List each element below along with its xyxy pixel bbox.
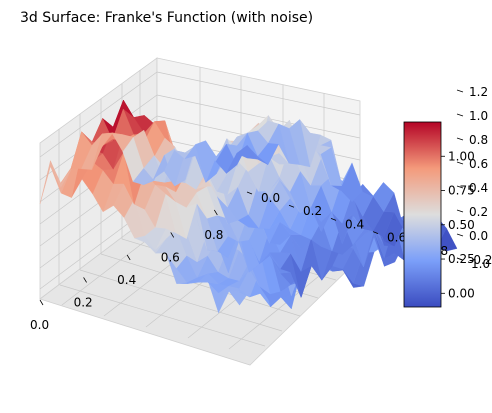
z-tick-label: 1.2	[469, 85, 488, 99]
z-tick	[456, 161, 464, 165]
z-tick	[456, 113, 464, 117]
x-tick	[39, 299, 44, 306]
x-tick-label: 0.2	[74, 295, 93, 309]
x-tick-label: 0.6	[161, 250, 180, 264]
colorbar-ticks: 0.00 0.25 0.50 0.75 1.00	[441, 149, 475, 300]
z-tick	[456, 185, 464, 189]
z-tick-label: 0.8	[469, 133, 488, 147]
y-tick	[246, 191, 253, 195]
y-tick	[372, 231, 379, 234]
x-tick	[126, 254, 131, 261]
y-tick-label: 0.6	[387, 231, 406, 245]
z-tick	[456, 137, 464, 141]
chart-title: 3d Surface: Franke's Function (with nois…	[20, 10, 313, 26]
z-tick-label: 0.2	[469, 205, 488, 219]
y-tick-label: 1.0	[471, 257, 490, 271]
y-tick	[288, 204, 295, 208]
z-tick-label: 0.0	[469, 229, 488, 243]
colorbar-tick-label: 0.50	[448, 218, 475, 232]
y-tick-label: 0.4	[345, 217, 364, 231]
x-tick	[213, 209, 218, 216]
z-tick-label: 0.4	[469, 181, 488, 195]
colorbar-tick-label: 0.25	[448, 252, 475, 266]
surface-facet	[236, 145, 258, 160]
z-tick-label: -0.2	[469, 253, 492, 267]
x-tick-label: 0.8	[204, 228, 223, 242]
z-tick-label: 1.0	[469, 109, 488, 123]
colorbar-tick-label: 0.00	[448, 286, 475, 300]
z-axis: -0.2 0.0 0.2 0.4 0.6 0.8 1.0 1.2	[456, 85, 492, 267]
colorbar-tick-label: 0.75	[448, 184, 475, 198]
z-tick	[456, 233, 464, 237]
x-axis: 0.0 0.2 0.4 0.6 0.8	[30, 209, 223, 332]
z-tick-label: 0.6	[469, 157, 488, 171]
z-tick	[456, 209, 464, 213]
colorbar-gradient	[403, 121, 442, 308]
x-tick	[83, 277, 87, 283]
y-tick-label: 0.0	[261, 191, 280, 205]
y-tick	[330, 218, 337, 221]
colorbar-tick-label: 1.00	[448, 149, 475, 163]
colorbar: 0.00 0.25 0.50 0.75 1.00	[403, 121, 475, 308]
x-tick-label: 0.4	[117, 273, 136, 287]
z-tick	[456, 89, 464, 93]
x-tick	[170, 232, 175, 238]
y-tick-label: 0.2	[303, 204, 322, 218]
x-tick-label: 0.0	[30, 318, 49, 332]
z-tick	[456, 257, 464, 261]
